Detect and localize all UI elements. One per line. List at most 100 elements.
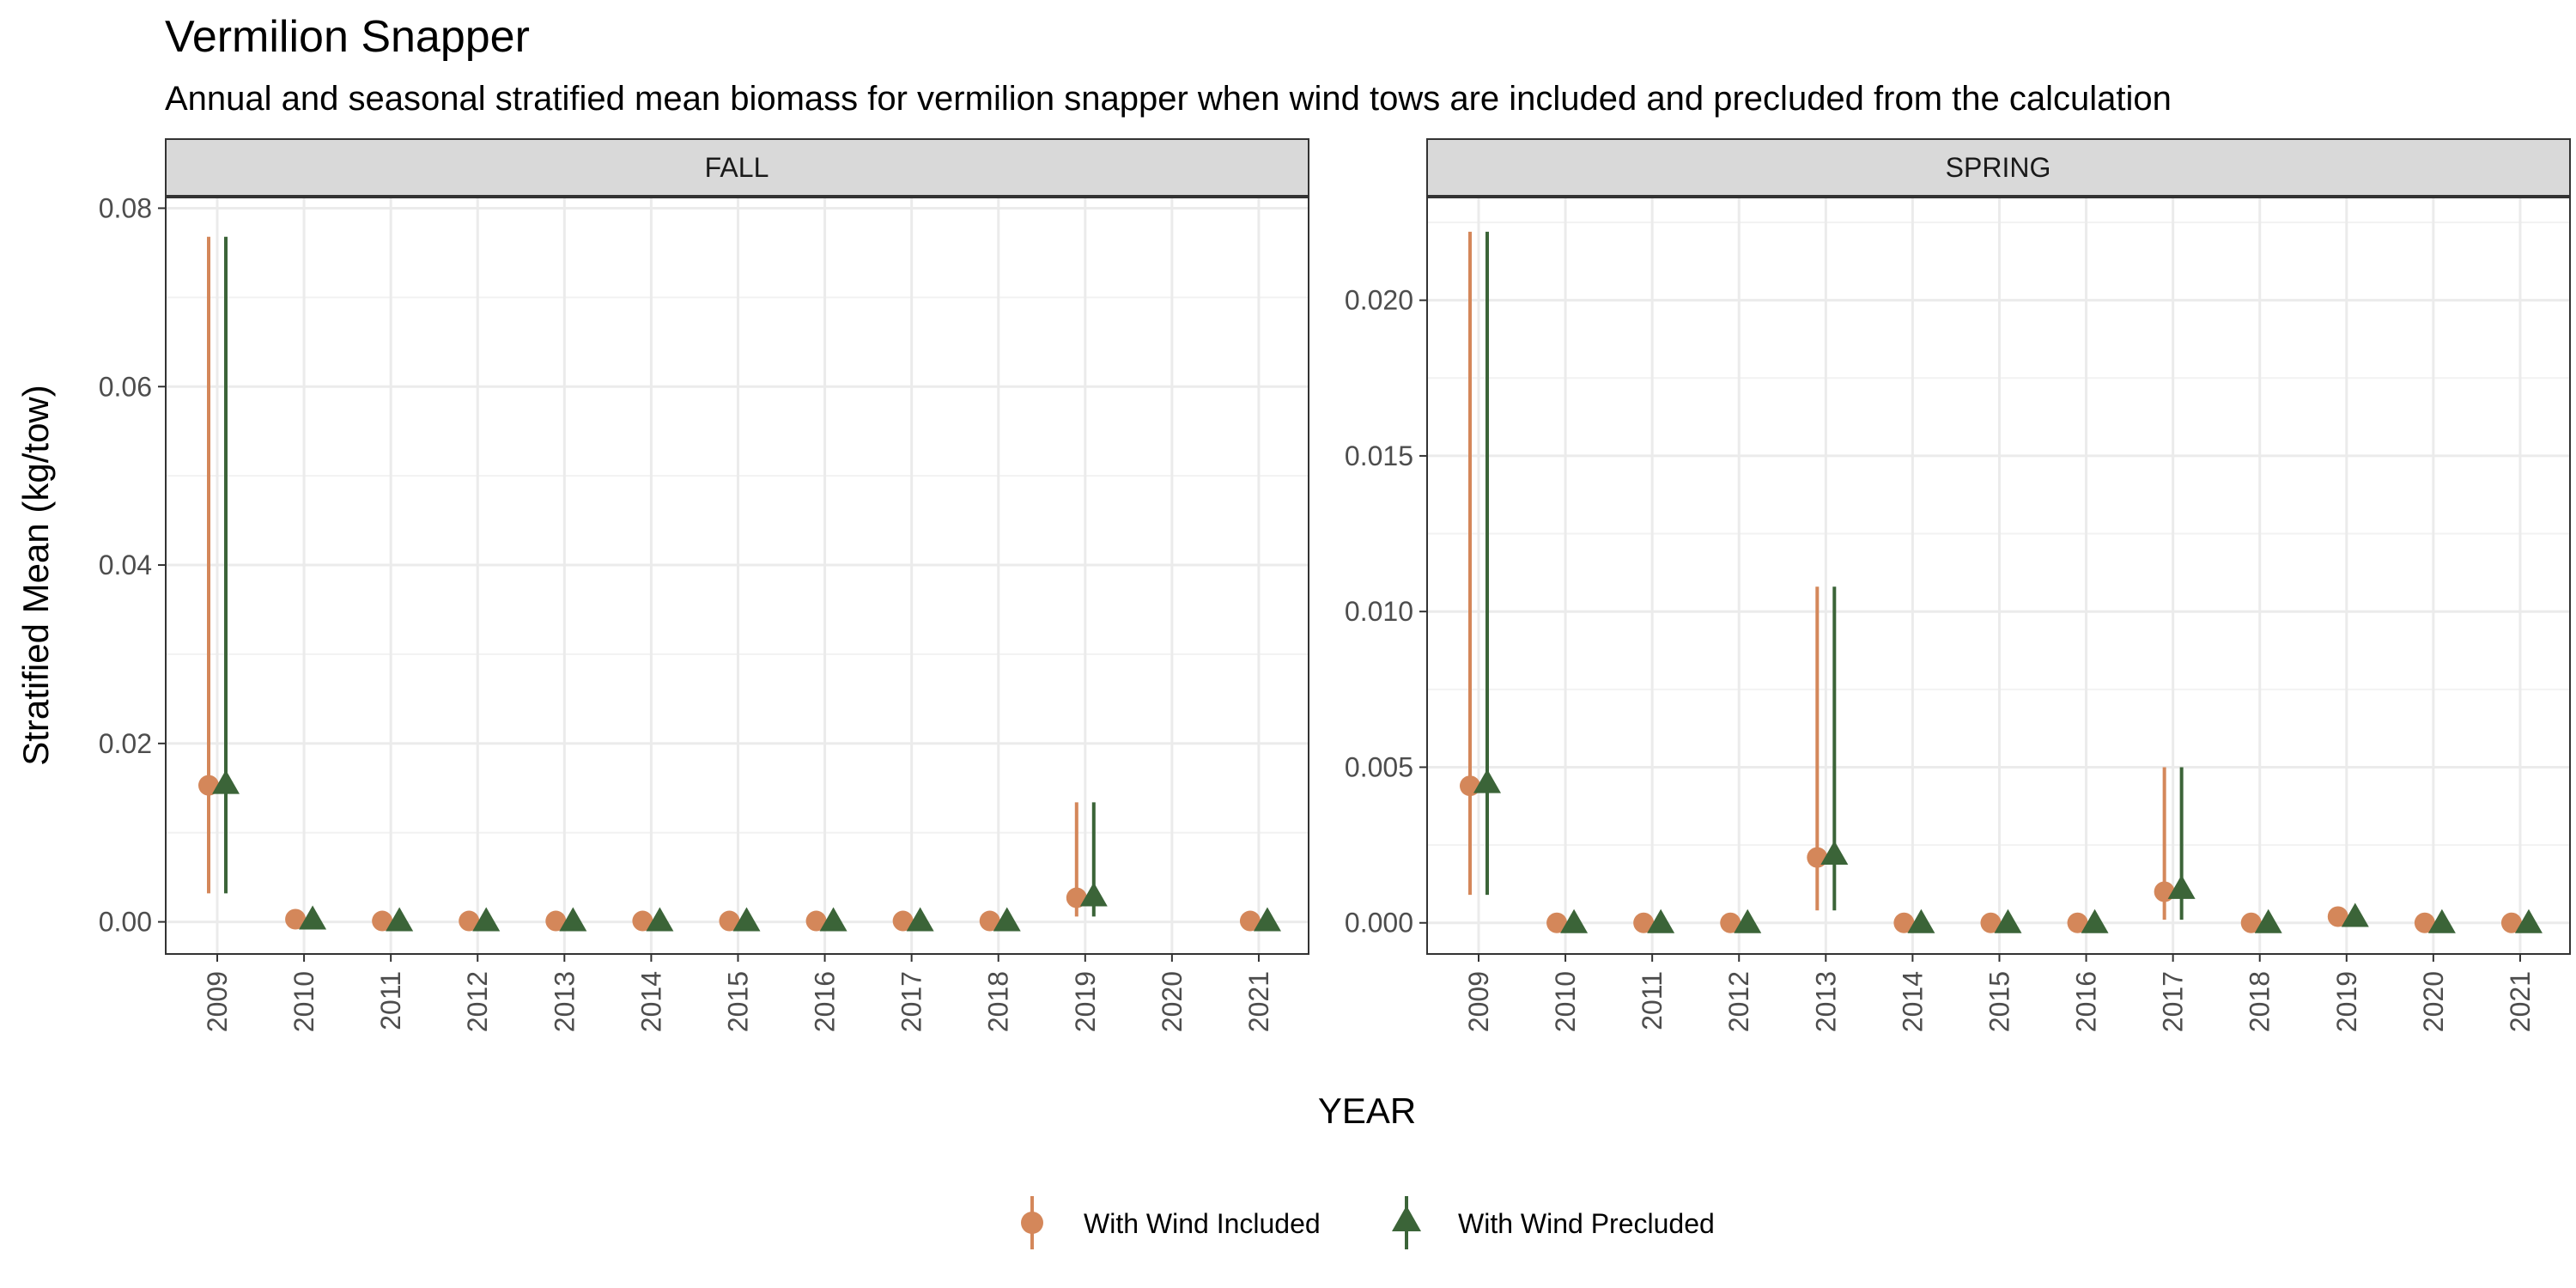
legend-item-with-wind-precluded: With Wind Precluded bbox=[1392, 1196, 1715, 1249]
x-tick-label-spring: 2020 bbox=[2418, 971, 2449, 1032]
point-included-fall bbox=[198, 775, 219, 796]
point-included-fall bbox=[545, 910, 567, 932]
point-precluded-fall bbox=[732, 907, 761, 932]
point-precluded-fall bbox=[212, 769, 240, 794]
point-included-spring bbox=[2154, 881, 2175, 902]
strip-spring bbox=[1426, 138, 2571, 197]
strip-label-fall: FALL bbox=[705, 152, 769, 183]
point-precluded-spring bbox=[2254, 908, 2282, 933]
y-tick-label-spring: 0.000 bbox=[1345, 908, 1413, 939]
y-tick-label-fall: 0.06 bbox=[99, 371, 152, 402]
x-tick-label-fall: 2016 bbox=[810, 971, 841, 1032]
x-tick-label-spring: 2021 bbox=[2505, 971, 2536, 1032]
y-tick-label-spring: 0.010 bbox=[1345, 596, 1413, 627]
point-precluded-fall bbox=[1253, 907, 1281, 932]
point-precluded-fall bbox=[993, 907, 1021, 932]
point-precluded-fall bbox=[1079, 882, 1108, 907]
x-tick-label-fall: 2009 bbox=[202, 971, 233, 1032]
point-precluded-spring bbox=[1473, 769, 1501, 793]
x-tick-label-spring: 2010 bbox=[1550, 971, 1581, 1032]
x-tick-label-fall: 2015 bbox=[722, 971, 753, 1032]
point-included-fall bbox=[979, 910, 1000, 932]
x-axis-title: YEAR bbox=[1318, 1091, 1416, 1131]
point-included-spring bbox=[1720, 912, 1741, 933]
point-included-spring bbox=[1633, 912, 1655, 933]
x-tick-label-fall: 2021 bbox=[1243, 971, 1274, 1032]
point-precluded-fall bbox=[819, 907, 848, 932]
point-precluded-spring bbox=[2341, 902, 2369, 927]
point-precluded-fall bbox=[559, 907, 587, 932]
point-precluded-spring bbox=[2081, 908, 2109, 933]
x-tick-label-fall: 2019 bbox=[1070, 971, 1101, 1032]
y-tick-label-fall: 0.08 bbox=[99, 192, 152, 223]
point-included-fall bbox=[1066, 887, 1087, 908]
point-precluded-spring bbox=[2427, 908, 2456, 933]
point-included-fall bbox=[632, 910, 653, 932]
point-precluded-fall bbox=[299, 905, 327, 930]
x-tick-label-spring: 2016 bbox=[2071, 971, 2102, 1032]
point-included-spring bbox=[1546, 912, 1568, 933]
panel-spring: SPRING 0.000 0.005 0.010 0.015 0.020 2009 2010… bbox=[1345, 138, 2571, 1032]
point-included-fall bbox=[285, 908, 307, 930]
point-precluded-spring bbox=[2167, 874, 2196, 899]
point-precluded-spring bbox=[1820, 840, 1849, 865]
y-tick-label-spring: 0.015 bbox=[1345, 440, 1413, 471]
point-precluded-spring bbox=[1994, 908, 2022, 933]
chart-title: Vermilion Snapper bbox=[165, 12, 530, 62]
x-tick-label-spring: 2011 bbox=[1637, 971, 1668, 1030]
x-tick-label-fall: 2012 bbox=[462, 971, 493, 1032]
point-precluded-fall bbox=[472, 907, 501, 932]
legend-label-included: With Wind Included bbox=[1084, 1208, 1321, 1239]
y-tick-label-fall: 0.00 bbox=[99, 907, 152, 938]
point-precluded-spring bbox=[1560, 908, 1589, 933]
x-tick-label-spring: 2009 bbox=[1463, 971, 1494, 1032]
x-tick-label-spring: 2015 bbox=[1984, 971, 2014, 1032]
y-tick-label-spring: 0.020 bbox=[1345, 285, 1413, 316]
point-precluded-fall bbox=[906, 907, 934, 932]
point-precluded-spring bbox=[2514, 908, 2543, 933]
point-included-spring bbox=[1980, 912, 2002, 933]
x-tick-label-fall: 2013 bbox=[549, 971, 580, 1032]
y-tick-label-spring: 0.005 bbox=[1345, 751, 1413, 782]
point-included-fall bbox=[805, 910, 827, 932]
point-included-spring bbox=[2067, 912, 2088, 933]
x-tick-label-fall: 2018 bbox=[983, 971, 1014, 1032]
legend-key-triangle-precluded bbox=[1392, 1206, 1421, 1231]
x-tick-label-spring: 2014 bbox=[1897, 971, 1928, 1032]
legend-item-with-wind-included: With Wind Included bbox=[1021, 1196, 1321, 1249]
point-precluded-spring bbox=[1647, 908, 1675, 933]
x-tick-label-fall: 2017 bbox=[896, 971, 927, 1032]
legend: With Wind Included With Wind Precluded bbox=[1021, 1196, 1715, 1249]
x-tick-label-fall: 2020 bbox=[1157, 971, 1188, 1032]
point-included-fall bbox=[892, 910, 914, 932]
point-precluded-fall bbox=[386, 907, 414, 932]
x-tick-label-fall: 2014 bbox=[635, 971, 666, 1032]
strip-fall bbox=[165, 138, 1309, 197]
point-precluded-fall bbox=[646, 907, 674, 932]
legend-key-circle-included bbox=[1021, 1212, 1043, 1234]
y-tick-label-fall: 0.04 bbox=[99, 550, 152, 580]
panel-fall: FALL 0.00 0.02 0.04 0.06 0.08 2009 2010 2011 201… bbox=[99, 138, 1309, 1032]
point-precluded-spring bbox=[1734, 908, 1762, 933]
legend-label-precluded: With Wind Precluded bbox=[1458, 1208, 1715, 1239]
point-included-spring bbox=[2327, 906, 2348, 927]
point-included-fall bbox=[372, 910, 393, 932]
point-included-spring bbox=[1460, 775, 1480, 797]
y-tick-label-fall: 0.02 bbox=[99, 728, 152, 759]
point-included-spring bbox=[2240, 912, 2262, 933]
point-included-spring bbox=[2414, 912, 2435, 933]
x-tick-label-fall: 2011 bbox=[375, 971, 406, 1030]
x-tick-label-spring: 2012 bbox=[1723, 971, 1754, 1032]
point-precluded-spring bbox=[1907, 908, 1935, 933]
x-tick-label-spring: 2018 bbox=[2245, 971, 2275, 1032]
point-included-spring bbox=[2500, 912, 2522, 933]
chart-subtitle: Annual and seasonal stratified mean biom… bbox=[165, 80, 2172, 118]
point-included-spring bbox=[1893, 912, 1915, 933]
x-tick-label-spring: 2017 bbox=[2158, 971, 2189, 1032]
point-included-fall bbox=[459, 910, 480, 932]
x-tick-label-fall: 2010 bbox=[289, 971, 319, 1032]
y-axis-title: Stratified Mean (kg/tow) bbox=[15, 385, 56, 766]
strip-label-spring: SPRING bbox=[1946, 152, 2051, 183]
point-included-fall bbox=[719, 910, 740, 932]
